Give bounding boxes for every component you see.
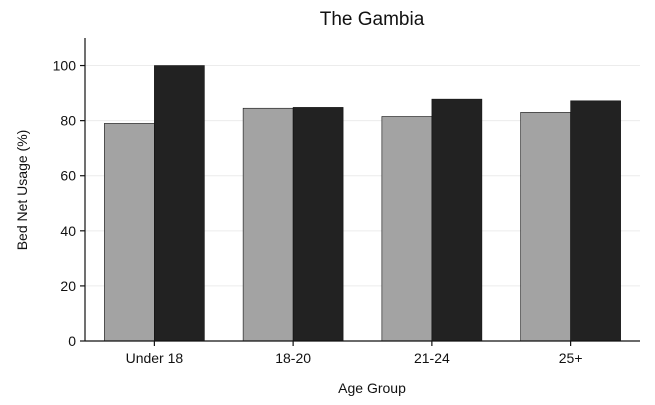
bar-series-1 (381, 116, 433, 342)
x-tick-label: 25+ (559, 350, 583, 366)
chart-title: The Gambia (320, 9, 425, 30)
bar-series-1 (520, 112, 571, 342)
y-tick-label: 100 (53, 58, 77, 74)
y-axis-label: Bed Net Usage (%) (14, 130, 30, 251)
bar-series-1 (104, 123, 155, 342)
bar-series-2 (154, 65, 205, 342)
bars (104, 65, 621, 342)
bar-series-2 (570, 100, 621, 342)
bar-series-2 (292, 107, 344, 342)
y-tick-label: 40 (60, 223, 76, 239)
x-tick-label: Under 18 (126, 350, 184, 366)
y-axis-ticks: 0 20 40 60 80 100 (53, 58, 85, 349)
y-tick-label: 80 (60, 113, 76, 129)
y-tick-label: 60 (60, 168, 76, 184)
y-tick-label: 0 (68, 333, 76, 349)
x-tick-label: 21-24 (414, 350, 450, 366)
bar-series-2 (431, 98, 483, 342)
x-tick-label: 18-20 (275, 350, 311, 366)
x-axis-label: Age Group (338, 380, 406, 396)
bar-series-1 (242, 107, 294, 342)
y-tick-label: 20 (60, 278, 76, 294)
x-axis-ticks: Under 18 18-20 21-24 25+ (126, 341, 583, 366)
